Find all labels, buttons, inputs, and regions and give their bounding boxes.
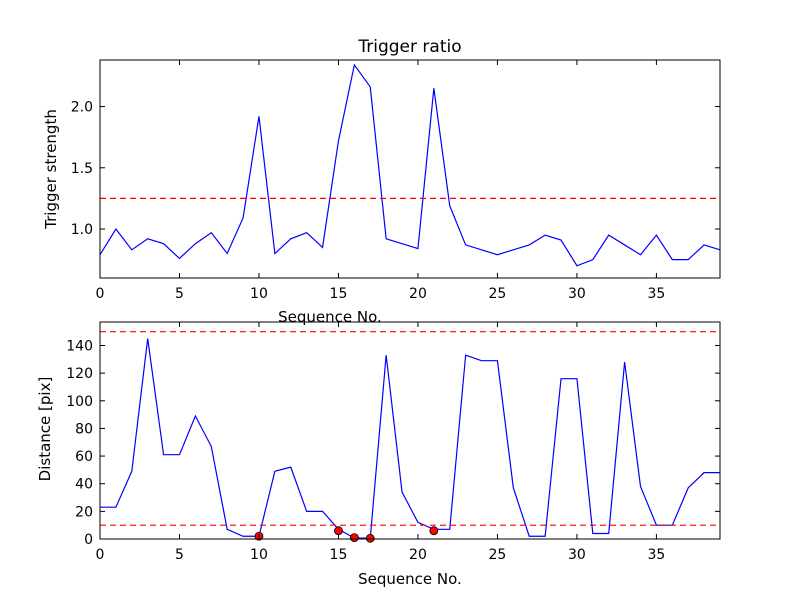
distance-marker-point [429, 526, 439, 536]
trigger-ratio-ytick-label: 2.0 [71, 100, 93, 116]
distance-xtick-label: 20 [409, 547, 427, 563]
trigger-ratio-xtick-label: 5 [175, 286, 184, 302]
distance-ylabel: Distance [pix] [36, 377, 54, 482]
distance-xtick-label: 25 [489, 547, 507, 563]
trigger-ratio-xtick-label: 35 [647, 286, 665, 302]
distance-marker-point [365, 533, 375, 543]
distance-ytick-label: 120 [66, 366, 93, 382]
trigger-ratio-xtick-label: 15 [330, 286, 348, 302]
trigger-ratio-ytick-label: 1.0 [71, 222, 93, 238]
distance-ytick-label: 140 [66, 338, 93, 354]
distance-ytick-label: 80 [75, 421, 93, 437]
distance-series-line [100, 338, 720, 539]
trigger-ratio-title: Trigger ratio [357, 37, 461, 57]
distance-ytick-label: 20 [75, 504, 93, 520]
trigger-ratio-xtick-label: 20 [409, 286, 427, 302]
trigger-ratio-xtick-label: 10 [250, 286, 268, 302]
distance-xtick-label: 30 [568, 547, 586, 563]
distance-plot-clip [100, 331, 720, 539]
trigger-ratio-xlabel: Sequence No. [278, 308, 382, 326]
trigger-ratio-ytick-label: 1.5 [71, 161, 93, 177]
trigger-ratio-plot-clip [100, 63, 720, 267]
distance-xtick-label: 5 [175, 547, 184, 563]
distance-subplot: Sequence No. Distance [pix] 0 5 10 15 20 25 30… [36, 321, 721, 588]
trigger-ratio-subplot: Trigger ratio Sequence No. Trigger stren… [42, 37, 721, 326]
distance-marker-point [334, 526, 343, 536]
distance-xtick-label: 15 [330, 547, 348, 563]
trigger-ratio-xtick-label: 0 [96, 286, 105, 302]
distance-xlabel: Sequence No. [358, 570, 462, 588]
distance-xtick-label: 10 [250, 547, 268, 563]
distance-axes-frame [99, 321, 721, 540]
distance-xtick-label: 0 [96, 547, 105, 563]
trigger-ratio-series-line [100, 63, 720, 267]
trigger-ratio-xtick-label: 25 [489, 286, 507, 302]
distance-plot-area: 0 5 10 15 20 25 30 35 0 20 40 60 80 100 120 140 [66, 321, 721, 563]
distance-ytick-label: 100 [66, 394, 93, 410]
distance-xtick-label: 35 [647, 547, 665, 563]
distance-ytick-label: 0 [84, 532, 93, 548]
distance-ytick-label: 60 [75, 449, 93, 465]
distance-ytick-label: 40 [75, 477, 93, 493]
distance-marker-point [349, 533, 359, 543]
trigger-ratio-xtick-label: 30 [568, 286, 586, 302]
trigger-ratio-plot-area: 0 5 10 15 20 25 30 35 1.0 1.5 2.0 [71, 59, 721, 302]
trigger-ratio-axes-frame [99, 59, 721, 279]
trigger-ratio-ylabel: Trigger strength [42, 109, 60, 230]
